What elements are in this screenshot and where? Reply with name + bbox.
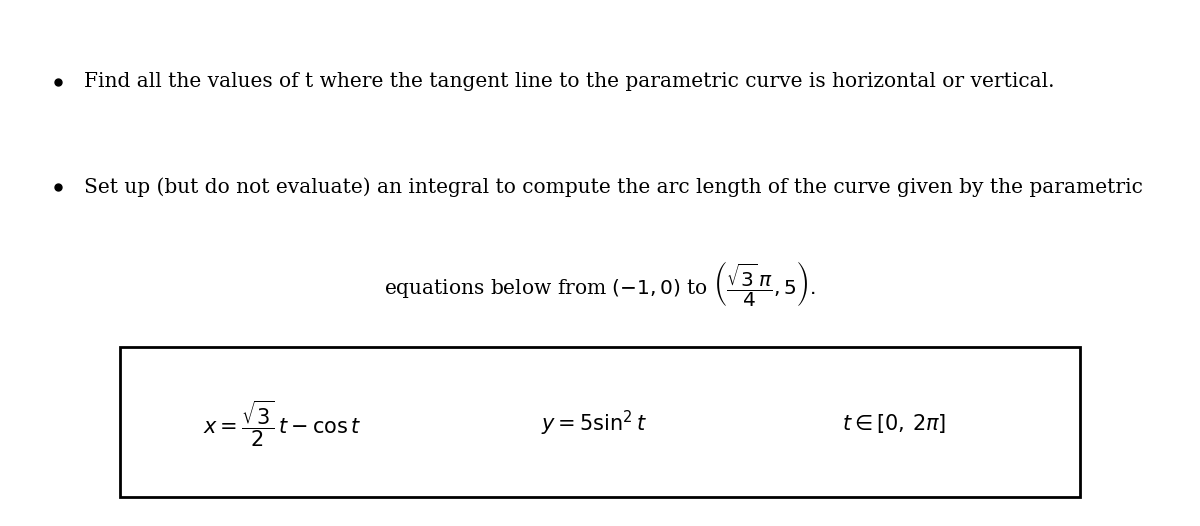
Text: Set up (but do not evaluate) an integral to compute the arc length of the curve : Set up (but do not evaluate) an integral… bbox=[84, 177, 1142, 197]
Text: $x = \dfrac{\sqrt{3}}{2}\,t - \cos t$: $x = \dfrac{\sqrt{3}}{2}\,t - \cos t$ bbox=[203, 398, 361, 449]
Text: Find all the values of t where the tangent line to the parametric curve is horiz: Find all the values of t where the tange… bbox=[84, 72, 1055, 91]
Bar bbox=[120, 347, 1080, 497]
Text: $t \in [0,\, 2\pi]$: $t \in [0,\, 2\pi]$ bbox=[842, 412, 946, 435]
Text: $y = 5\sin^2 t$: $y = 5\sin^2 t$ bbox=[541, 409, 647, 438]
Text: equations below from $(-1, 0)$ to $\left(\dfrac{\sqrt{3}\,\pi}{4}, 5\right).$: equations below from $(-1, 0)$ to $\left… bbox=[384, 259, 816, 309]
